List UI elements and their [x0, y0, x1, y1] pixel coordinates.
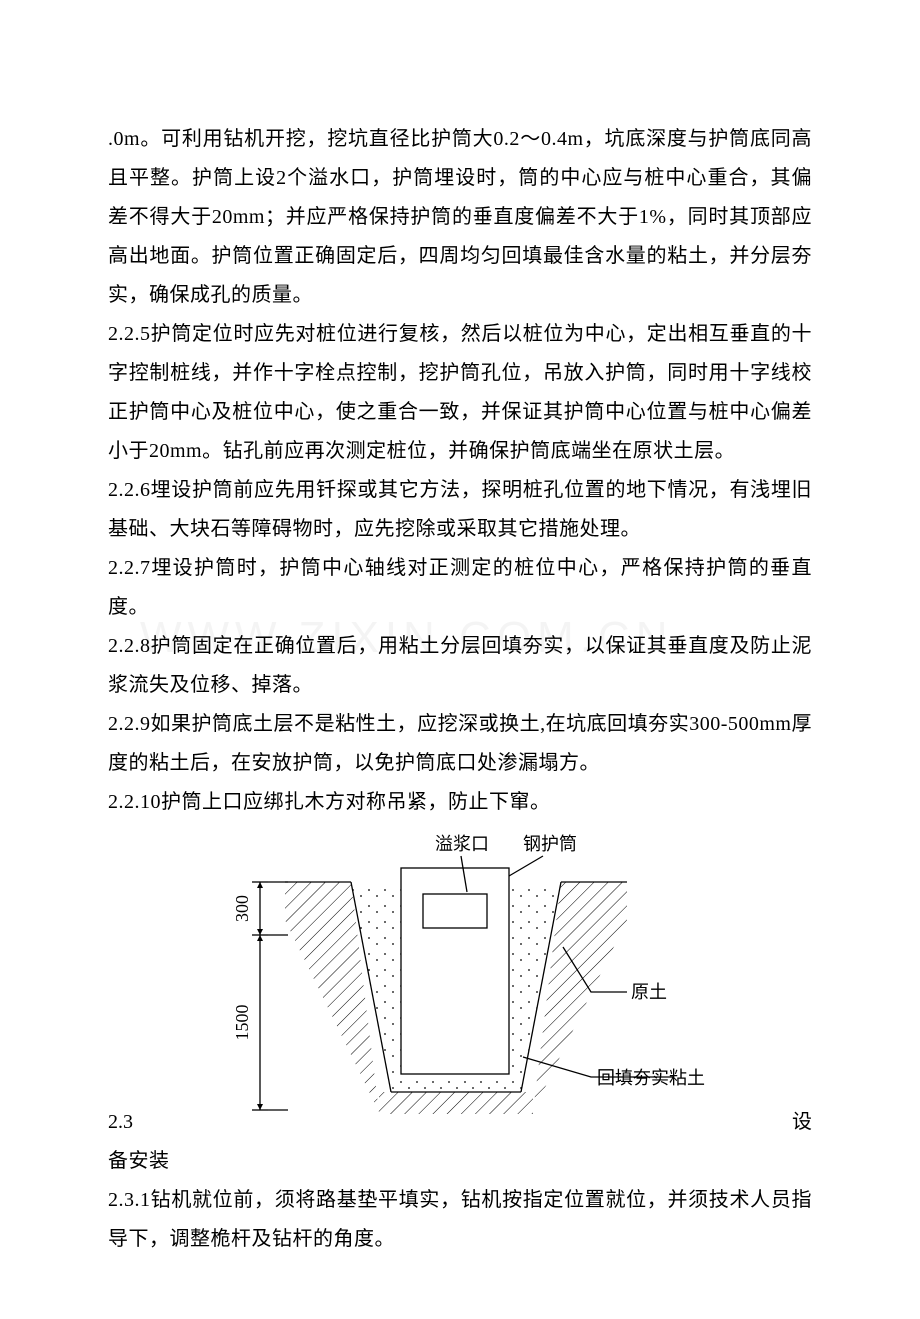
paragraph: 2.2.8护筒固定在正确位置后，用粘土分层回填夯实，以保证其垂直度及防止泥浆流失… — [108, 627, 812, 705]
figure-row: 2.3 溢浆口 钢护筒原土回填夯实粘土 300 1500 设 — [108, 822, 812, 1142]
paragraph: 2.2.7埋设护筒时，护筒中心轴线对正测定的桩位中心，严格保持护筒的垂直度。 — [108, 549, 812, 627]
section-number: 2.3 — [108, 1103, 133, 1142]
paragraph: 2.2.9如果护筒底土层不是粘性土，应挖深或换土,在坑底回填夯实300-500m… — [108, 705, 812, 783]
paragraph: 2.2.10护筒上口应绑扎木方对称吊紧，防止下窜。 — [108, 783, 812, 822]
paragraph: 2.3.1钻机就位前，须将路基垫平填实，钻机按指定位置就位，并须技术人员指导下，… — [108, 1181, 812, 1259]
paragraph: .0m。可利用钻机开挖，挖坑直径比护筒大0.2～0.4m，坑底深度与护筒底同高且… — [108, 120, 812, 315]
paragraph: 备安装 — [108, 1142, 812, 1181]
svg-text:原土: 原土 — [631, 982, 667, 1002]
document-page: WWW.ZIXIN.COM.CN .0m。可利用钻机开挖，挖坑直径比护筒大0.2… — [0, 0, 920, 1319]
svg-text:1500: 1500 — [232, 1005, 252, 1041]
svg-text:300: 300 — [232, 895, 252, 922]
casing-diagram: 溢浆口 钢护筒原土回填夯实粘土 300 1500 — [173, 822, 713, 1142]
svg-text:溢浆口: 溢浆口 — [435, 834, 489, 854]
svg-text:钢护筒: 钢护筒 — [523, 834, 577, 854]
paragraph: 2.2.5护筒定位时应先对桩位进行复核，然后以桩位为中心，定出相互垂直的十字控制… — [108, 315, 812, 471]
paragraph: 2.2.6埋设护筒前应先用钎探或其它方法，探明桩孔位置的地下情况，有浅埋旧基础、… — [108, 471, 812, 549]
svg-text:回填夯实粘土: 回填夯实粘土 — [597, 1068, 705, 1088]
section-text-fragment: 设 — [792, 1103, 812, 1142]
